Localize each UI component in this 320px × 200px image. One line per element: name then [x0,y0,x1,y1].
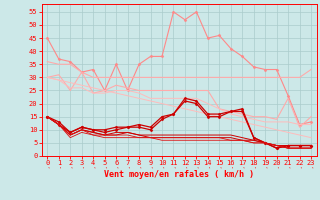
X-axis label: Vent moyen/en rafales ( km/h ): Vent moyen/en rafales ( km/h ) [104,170,254,179]
